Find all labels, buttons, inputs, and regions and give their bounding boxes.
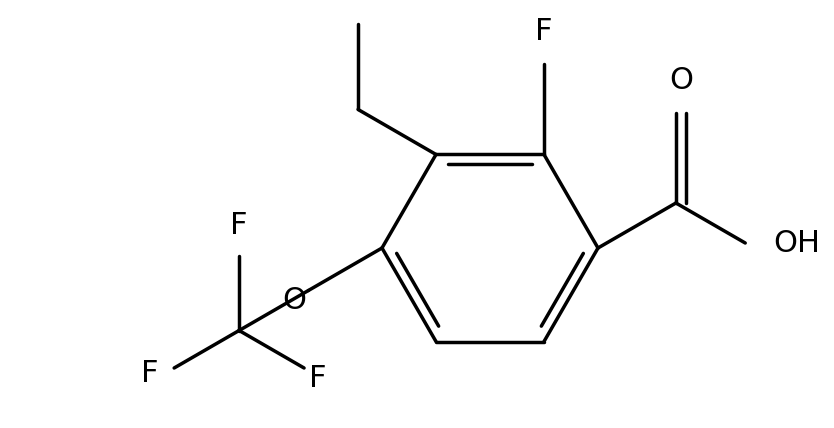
Text: O: O: [283, 286, 306, 315]
Text: F: F: [535, 18, 553, 47]
Text: OH: OH: [773, 229, 820, 258]
Text: F: F: [141, 359, 158, 387]
Text: OH: OH: [334, 0, 382, 6]
Text: F: F: [230, 211, 248, 240]
Text: O: O: [669, 66, 693, 95]
Text: F: F: [309, 363, 327, 392]
